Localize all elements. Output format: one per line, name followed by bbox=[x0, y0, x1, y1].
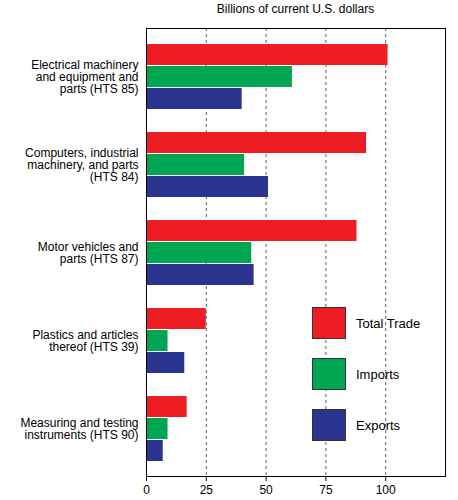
svg-text:0: 0 bbox=[143, 483, 150, 497]
svg-text:Electrical machineryand equipm: Electrical machineryand equipment andpar… bbox=[31, 58, 138, 96]
svg-text:75: 75 bbox=[319, 483, 333, 497]
html-text:Exports: Exports bbox=[356, 417, 401, 433]
svg-text:Plastics and articlesthereof (: Plastics and articlesthereof (HTS 39) bbox=[32, 328, 138, 354]
svg-text:Computers, industrialmachinery: Computers, industrialmachinery, and part… bbox=[25, 146, 138, 184]
svg-text:50: 50 bbox=[259, 483, 273, 497]
svg-text:25: 25 bbox=[200, 483, 214, 497]
html-text:Total Trade: Total Trade bbox=[356, 315, 421, 331]
html-text:Imports: Imports bbox=[356, 366, 400, 382]
svg-text:Measuring and testinginstrumen: Measuring and testinginstruments (HTS 90… bbox=[20, 416, 138, 442]
svg-text:Motor vehicles andparts (HTS 8: Motor vehicles andparts (HTS 87) bbox=[38, 240, 139, 266]
html-text:Billions of current U.S. dolla: Billions of current U.S. dollars bbox=[216, 2, 375, 16]
svg-text:100: 100 bbox=[376, 483, 396, 497]
